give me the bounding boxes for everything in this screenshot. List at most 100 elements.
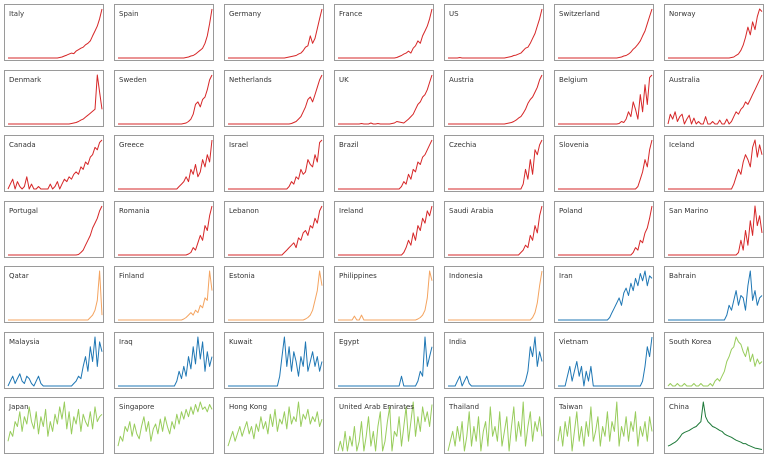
panel-plot xyxy=(228,336,323,386)
panel-qatar: Qatar xyxy=(4,266,104,323)
panel-title: Hong Kong xyxy=(229,403,268,411)
panel-plot xyxy=(118,8,213,59)
panel-estonia: Estonia xyxy=(224,266,324,323)
panel-plot xyxy=(668,270,763,321)
panel-plot xyxy=(8,74,103,124)
panel-germany: Germany xyxy=(224,4,324,61)
series-line xyxy=(448,74,543,124)
panel-us: US xyxy=(444,4,544,61)
series-line xyxy=(447,401,543,452)
panel-title: Ireland xyxy=(339,206,364,215)
panel-title: Portugal xyxy=(9,206,38,215)
panel-title: Finland xyxy=(119,272,145,280)
panel-title: Germany xyxy=(229,10,262,18)
panel-title: Lebanon xyxy=(229,206,259,215)
panel-plot xyxy=(338,270,433,321)
series-line xyxy=(668,139,763,190)
series-line xyxy=(8,74,103,124)
panel-china: China xyxy=(664,397,764,454)
series-line xyxy=(118,270,213,321)
panel-title: Norway xyxy=(669,10,696,18)
panel-brazil: Brazil xyxy=(334,135,434,192)
panel-plot xyxy=(338,139,433,190)
panel-plot xyxy=(448,139,543,190)
panel-thailand: Thailand xyxy=(444,397,544,454)
panel-title: China xyxy=(669,403,689,411)
panel-austria: Austria xyxy=(444,69,544,127)
panel-plot xyxy=(447,401,543,452)
panel-title: France xyxy=(339,10,363,18)
panel-lebanon: Lebanon xyxy=(224,200,324,258)
panel-plot xyxy=(558,139,653,190)
panel-india: India xyxy=(444,331,544,389)
series-line xyxy=(7,139,103,190)
panel-singapore: Singapore xyxy=(114,397,214,454)
panel-title: Romania xyxy=(119,206,150,215)
panel-plot xyxy=(667,336,763,386)
panel-title: Iraq xyxy=(119,337,133,346)
panel-plot xyxy=(668,205,763,255)
panel-kuwait: Kuwait xyxy=(224,331,324,389)
series-line xyxy=(8,205,103,255)
panel-taiwan: Taiwan xyxy=(554,397,654,454)
panel-title: Switzerland xyxy=(559,10,600,18)
series-line xyxy=(558,205,653,255)
series-line xyxy=(118,205,213,255)
panel-title: United Arab Emirates xyxy=(339,403,414,411)
panel-san-marino: San Marino xyxy=(664,200,764,258)
panel-title: Egypt xyxy=(339,337,360,346)
panel-plot xyxy=(667,401,763,450)
panel-plot xyxy=(558,336,653,386)
panel-bahrain: Bahrain xyxy=(664,266,764,323)
panel-czechia: Czechia xyxy=(444,135,544,192)
panel-indonesia: Indonesia xyxy=(444,266,544,323)
panel-title: India xyxy=(449,337,467,346)
series-line xyxy=(228,336,323,386)
panel-plot xyxy=(7,336,103,386)
series-line xyxy=(448,8,543,59)
panel-plot xyxy=(557,401,653,452)
panel-plot xyxy=(338,336,433,386)
series-line xyxy=(228,205,323,255)
panel-plot xyxy=(668,139,763,190)
series-line xyxy=(558,8,653,59)
panel-switzerland: Switzerland xyxy=(554,4,654,61)
panel-title: Taiwan xyxy=(559,403,583,411)
panel-title: Thailand xyxy=(449,403,480,411)
series-line xyxy=(558,139,653,190)
panel-title: Belgium xyxy=(559,75,588,84)
series-line xyxy=(228,270,323,321)
series-line xyxy=(338,74,433,124)
series-line xyxy=(228,74,323,124)
series-line xyxy=(338,205,433,255)
panel-title: Canada xyxy=(9,141,36,149)
panel-plot xyxy=(668,8,763,59)
panel-malaysia: Malaysia xyxy=(4,331,104,389)
panel-title: Malaysia xyxy=(9,337,40,346)
panel-iraq: Iraq xyxy=(114,331,214,389)
panel-title: Spain xyxy=(119,10,139,18)
panel-plot xyxy=(228,205,323,255)
panel-australia: Australia xyxy=(664,69,764,127)
panel-plot xyxy=(338,205,433,255)
panel-france: France xyxy=(334,4,434,61)
panel-philippines: Philippines xyxy=(334,266,434,323)
panel-egypt: Egypt xyxy=(334,331,434,389)
series-line xyxy=(7,401,103,442)
panel-title: Singapore xyxy=(119,403,155,411)
panel-israel: Israel xyxy=(224,135,324,192)
series-line xyxy=(668,8,763,59)
panel-title: Bahrain xyxy=(669,272,697,280)
series-line xyxy=(557,401,653,452)
series-line xyxy=(667,401,763,450)
panel-title: Indonesia xyxy=(449,272,483,280)
panel-plot xyxy=(338,8,433,59)
series-line xyxy=(668,205,763,255)
panel-plot xyxy=(7,139,103,190)
panel-title: Netherlands xyxy=(229,75,272,84)
panel-italy: Italy xyxy=(4,4,104,61)
panel-plot xyxy=(448,205,543,255)
panel-plot xyxy=(8,8,103,59)
panel-poland: Poland xyxy=(554,200,654,258)
panel-plot xyxy=(228,74,323,124)
